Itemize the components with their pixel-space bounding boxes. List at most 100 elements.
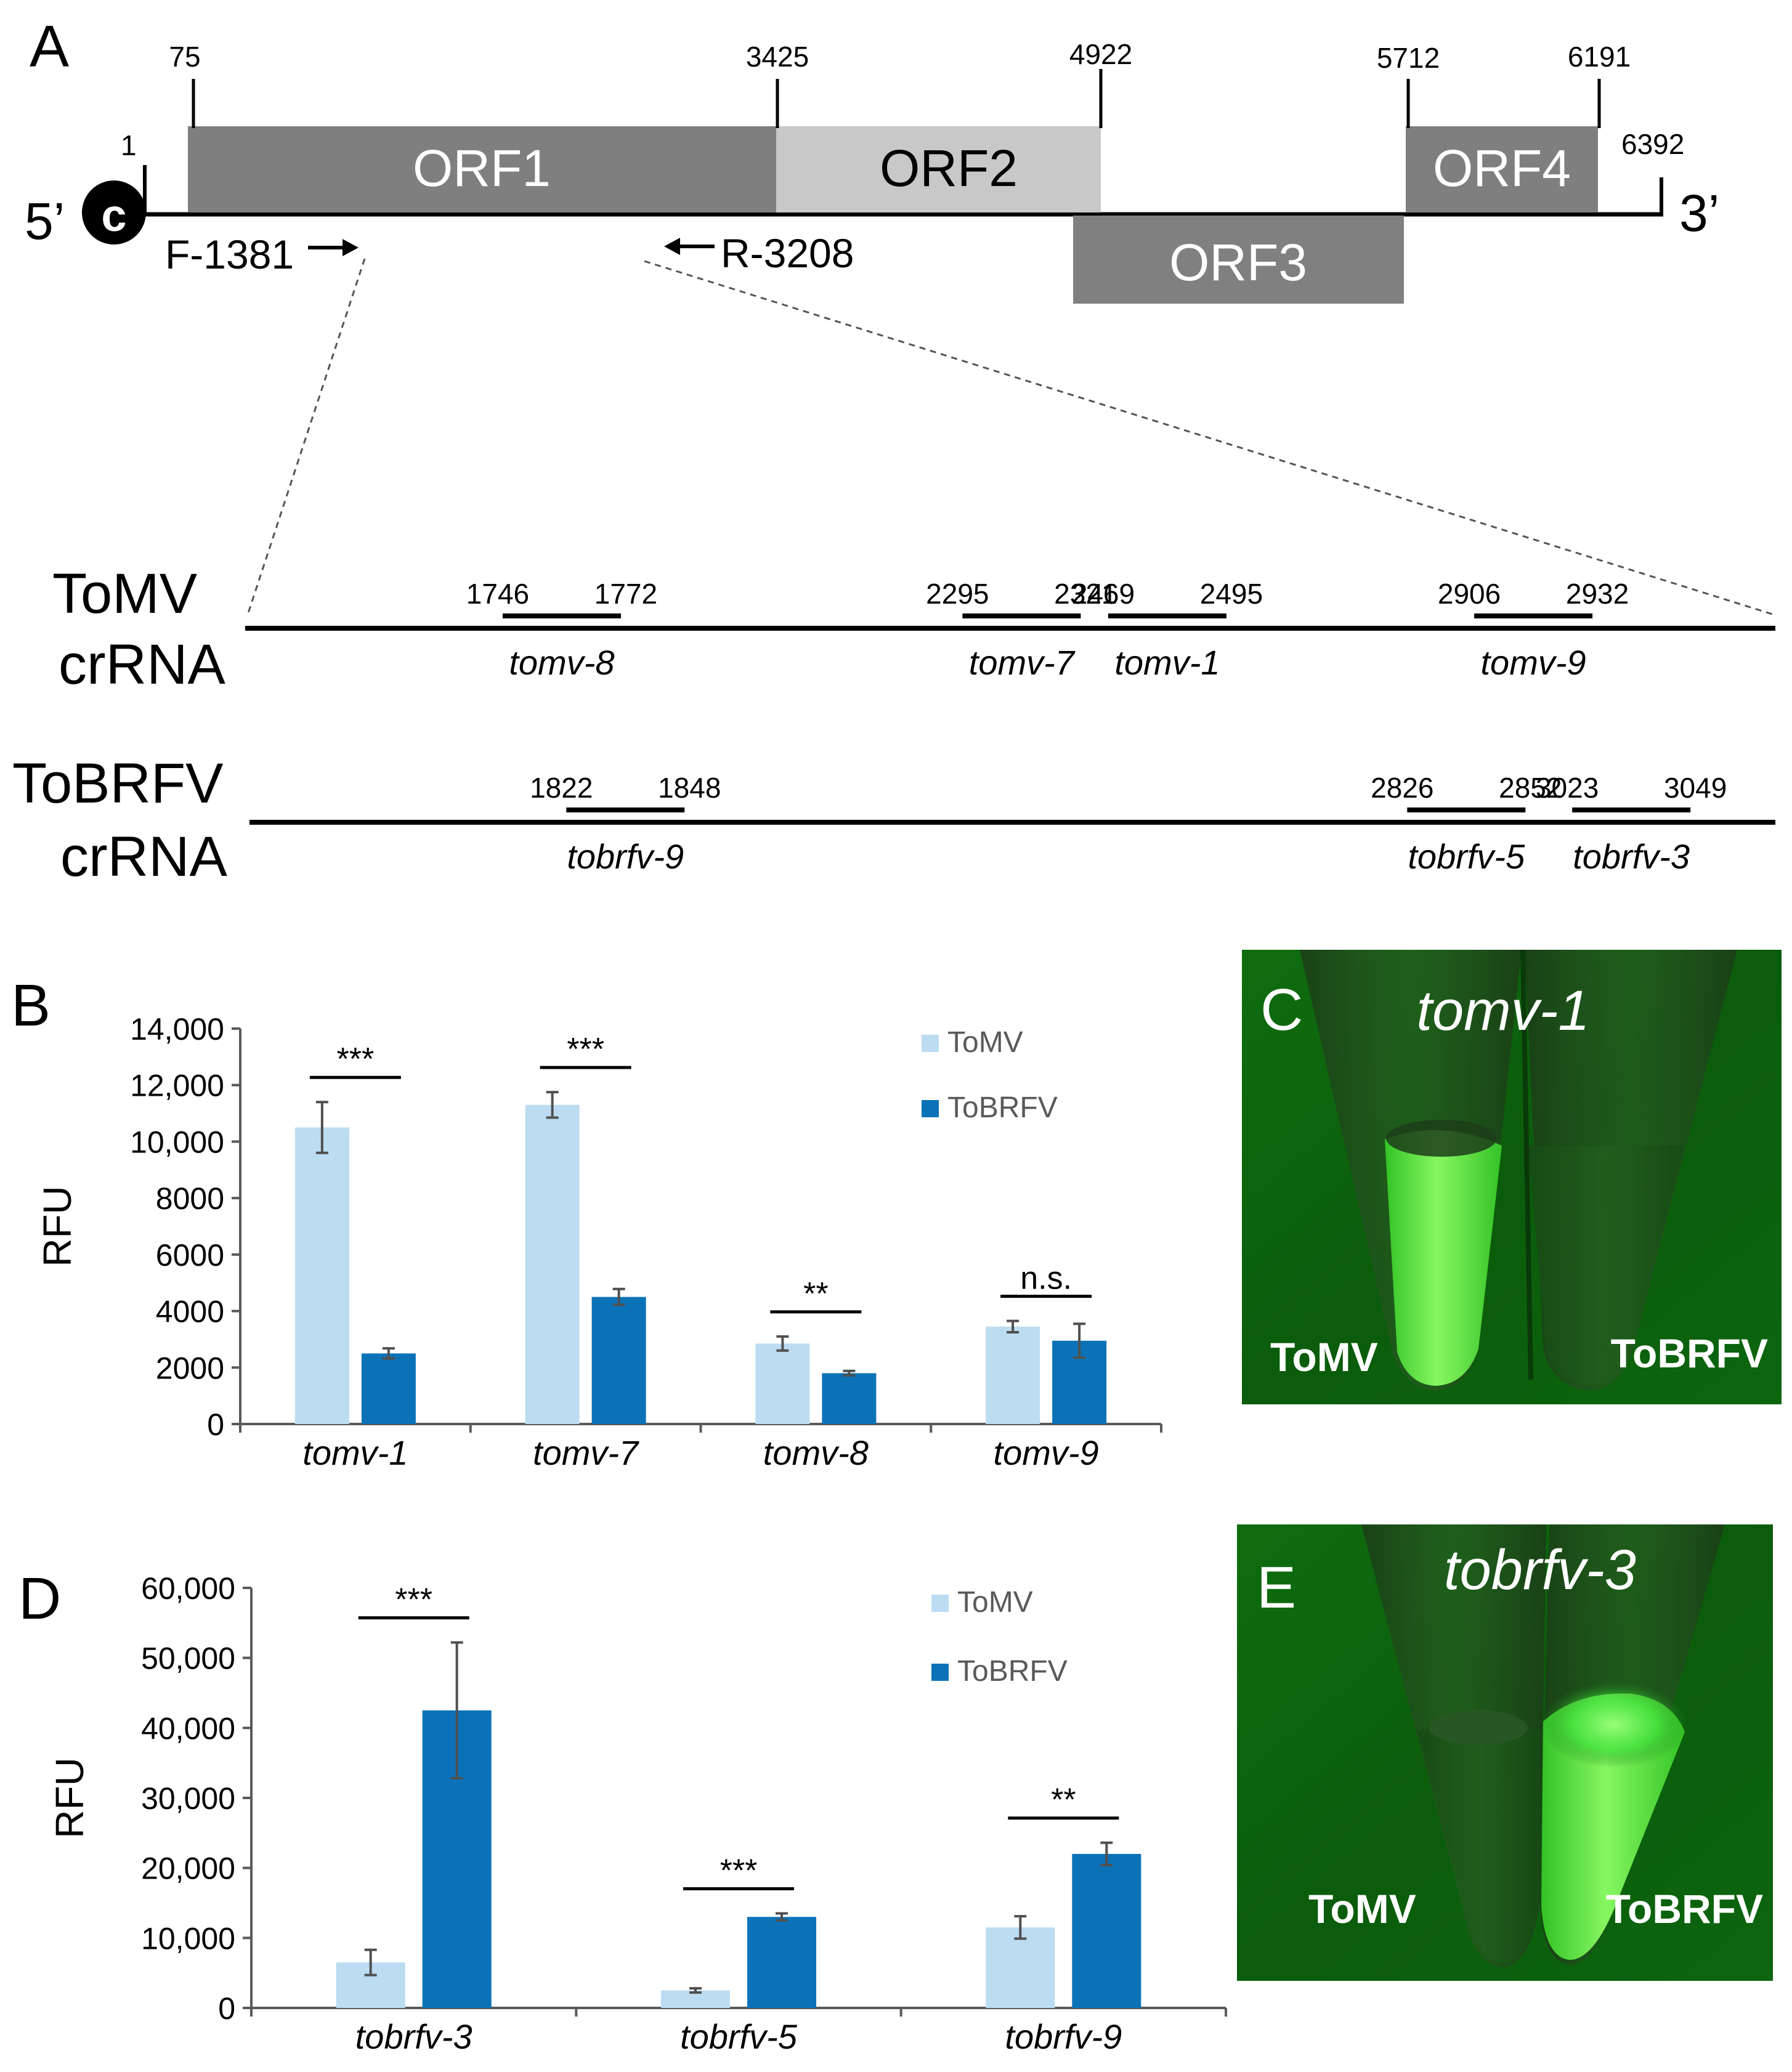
B-y-tick-label-3: 6000: [156, 1238, 224, 1273]
orf1-box: [188, 126, 776, 212]
primer-reverse-label: R-3208: [721, 230, 854, 276]
five-prime-label: 5’: [25, 192, 65, 250]
B-legend-label-ToBRFV: ToBRFV: [947, 1091, 1058, 1124]
D-legend-label-ToBRFV: ToBRFV: [957, 1655, 1068, 1688]
B-y-tick-label-5: 10,000: [130, 1125, 224, 1159]
primer-forward-label: F-1381: [165, 232, 294, 277]
photo-c-letter: C: [1260, 977, 1303, 1043]
chart-d: 0 10,000 20,000 30,000 40,000 50,000 60,000 RFU…: [47, 1571, 1227, 2056]
orf1-label: ORF1: [413, 139, 551, 197]
panel-letter-d: D: [18, 1566, 61, 1632]
chart-b: 0 2000 4000 6000 8000 10,000 12,000 14,000 RFU **…: [35, 1012, 1162, 1472]
B-y-axis-label: RFU: [35, 1186, 79, 1267]
orf4-box: [1406, 126, 1598, 212]
photo-c-tube-divider: [1520, 949, 1533, 1380]
tobrfv-site-start-1: 2826: [1371, 772, 1433, 804]
tobrfv-site-end-2: 3049: [1664, 772, 1727, 804]
D-y-tick-label-0: 0: [218, 1991, 235, 2026]
B-category-label-tomv-9: tomv-9: [994, 1433, 1099, 1472]
tomv-site-start-1: 2295: [926, 578, 989, 610]
B-y-tick-label-4: 8000: [156, 1181, 224, 1216]
tomv-site-name-2: tomv-1: [1114, 643, 1220, 682]
D-y-tick-label-6: 60,000: [141, 1571, 235, 1606]
D-y-tick-label-4: 40,000: [141, 1711, 235, 1746]
D-y-tick-label-3: 30,000: [141, 1781, 235, 1816]
D-sig-label-tobrfv-9: **: [1051, 1783, 1076, 1818]
photo-e-left-label: ToMV: [1308, 1886, 1416, 1932]
photo-c-right-label: ToBRFV: [1611, 1330, 1768, 1376]
three-prime-label: 3’: [1679, 184, 1719, 242]
cap-label: c: [101, 190, 126, 241]
photo-e-liquid-left: [1417, 1723, 1540, 1964]
photo-e-letter: E: [1257, 1555, 1296, 1621]
photo-e-glow-halo: [1540, 1681, 1688, 1768]
genome-end-pos: 6392: [1621, 128, 1684, 160]
photo-c-meniscus-left: [1386, 1120, 1497, 1157]
tobrfv-site-name-0: tobrfv-9: [567, 837, 684, 876]
B-bar-ToMV-tomv-7: [525, 1104, 580, 1424]
orf1-end-pos: 3425: [746, 41, 809, 73]
zoom-guide-left: [246, 258, 366, 615]
B-sig-label-tomv-1: ***: [337, 1042, 375, 1077]
photo-e: E tobrfv-3 ToMV ToBRFV: [1237, 1524, 1773, 1981]
tomv-site-name-3: tomv-9: [1480, 643, 1586, 682]
D-legend-label-ToMV: ToMV: [957, 1586, 1033, 1619]
genome-start-pos: 1: [121, 129, 137, 161]
B-bar-ToMV-tomv-1: [294, 1127, 349, 1424]
D-bar-ToMV-tobrfv-9: [986, 1927, 1055, 2008]
tomv-site-end-1: 2321: [1054, 578, 1117, 610]
B-bar-ToBRFV-tomv-1: [361, 1353, 416, 1424]
tomv-map-label-1: ToMV: [52, 562, 197, 625]
B-legend-label-ToMV: ToMV: [947, 1026, 1023, 1059]
D-sig-label-tobrfv-3: ***: [395, 1582, 432, 1618]
tomv-site-start-3: 2906: [1438, 578, 1501, 610]
tomv-site-name-1: tomv-7: [969, 643, 1076, 682]
orf2-box: [776, 126, 1101, 212]
photo-c-liquid-left: [1385, 1130, 1502, 1386]
B-bar-ToMV-tomv-9: [986, 1326, 1040, 1424]
primer-forward-arrow-icon: [308, 239, 359, 256]
B-sig-label-tomv-8: **: [803, 1276, 828, 1312]
photo-c-liquid-right: [1528, 1146, 1685, 1386]
photo-e-right-label: ToBRFV: [1606, 1886, 1763, 1932]
B-y-tick-label-6: 12,000: [130, 1069, 224, 1103]
orf1-start-pos: 75: [169, 41, 200, 73]
D-category-label-tobrfv-5: tobrfv-5: [680, 2017, 798, 2056]
orf4-start-pos: 5712: [1377, 42, 1440, 74]
D-bar-ToBRFV-tobrfv-9: [1072, 1853, 1141, 2008]
cap-icon: [82, 180, 146, 245]
orf2-label: ORF2: [880, 139, 1018, 197]
B-legend-swatch-ToMV: [922, 1035, 939, 1052]
B-bar-ToBRFV-tomv-8: [822, 1373, 877, 1424]
B-y-tick-label-2: 4000: [156, 1295, 224, 1329]
orf3-box: [1073, 216, 1404, 304]
tobrfv-site-start-0: 1822: [530, 772, 593, 804]
tomv-map-label-2: crRNA: [59, 633, 226, 696]
tomv-site-start-0: 1746: [466, 578, 529, 610]
tomv-site-end-3: 2932: [1566, 578, 1629, 610]
B-y-tick-label-0: 0: [207, 1407, 224, 1442]
tobrfv-map-label-1: ToBRFV: [12, 752, 224, 815]
photo-c-left-label: ToMV: [1270, 1334, 1378, 1380]
D-category-label-tobrfv-3: tobrfv-3: [355, 2017, 472, 2056]
B-category-label-tomv-1: tomv-1: [302, 1433, 408, 1472]
primer-reverse-arrow-icon: [664, 238, 715, 255]
tobrfv-map-label-2: crRNA: [60, 825, 228, 888]
panel-letter-a: A: [30, 14, 69, 79]
orf2-end-pos: 4922: [1069, 38, 1132, 70]
tomv-site-name-0: tomv-8: [509, 643, 614, 682]
B-bar-ToMV-tomv-8: [755, 1343, 810, 1424]
tobrfv-site-end-1: 2852: [1499, 772, 1562, 804]
B-y-tick-label-7: 14,000: [130, 1012, 224, 1046]
orf4-end-pos: 6191: [1568, 41, 1631, 73]
photo-c: C tomv-1 ToMV ToBRFV: [1242, 949, 1782, 1404]
orf3-label: ORF3: [1169, 233, 1307, 291]
photo-c-title: tomv-1: [1416, 979, 1589, 1042]
D-y-tick-label-5: 50,000: [141, 1641, 235, 1676]
B-category-label-tomv-8: tomv-8: [763, 1433, 869, 1472]
D-bar-ToBRFV-tobrfv-5: [747, 1917, 816, 2008]
tomv-site-start-2: 2469: [1072, 578, 1135, 610]
D-legend-swatch-ToBRFV: [931, 1664, 949, 1681]
B-category-label-tomv-7: tomv-7: [533, 1433, 639, 1472]
